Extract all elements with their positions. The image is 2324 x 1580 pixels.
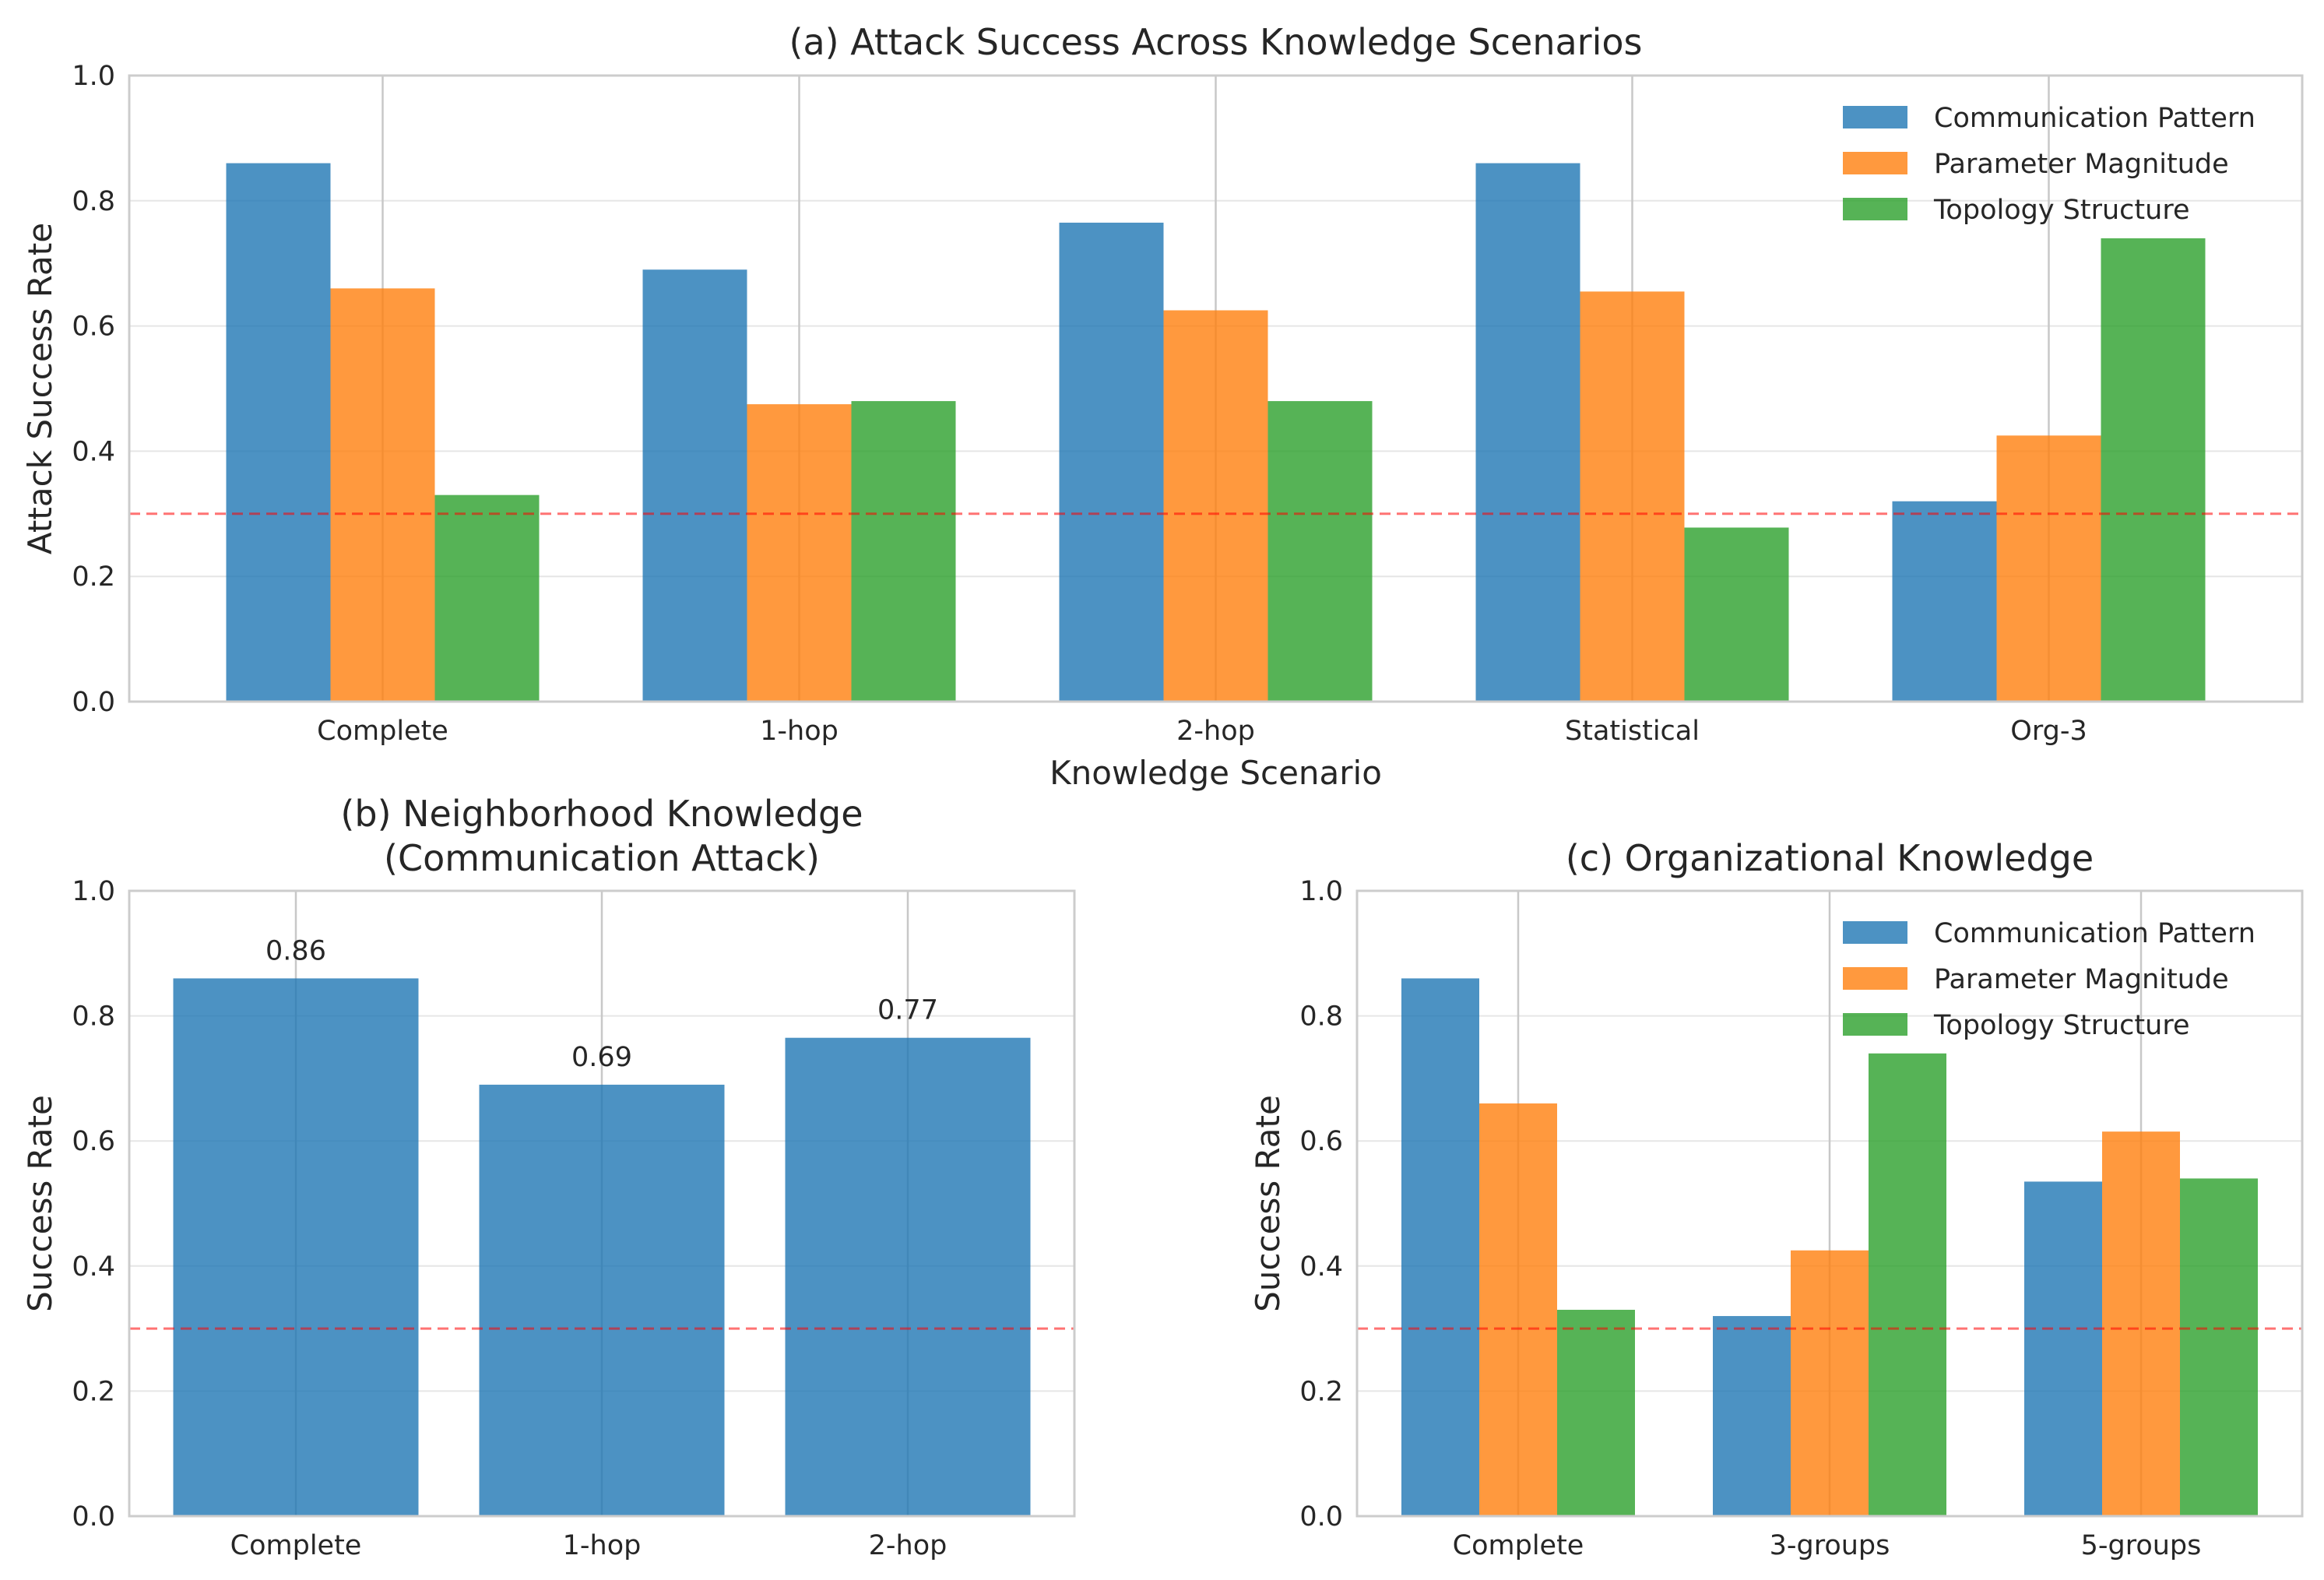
y-tick-label: 0.8 — [72, 1001, 115, 1033]
y-tick-label: 0.4 — [1299, 1251, 1343, 1283]
y-tick-label: 0.2 — [72, 561, 115, 593]
x-tick-label: Complete — [1453, 1530, 1584, 1561]
x-tick-label: Org-3 — [2010, 716, 2087, 747]
x-tick-label: Complete — [230, 1530, 362, 1561]
bar-series-complete — [173, 978, 419, 1516]
y-axis-label: Success Rate — [21, 1095, 59, 1312]
legend-label: Parameter Magnitude — [1934, 964, 2229, 995]
x-tick-label: Complete — [317, 716, 448, 747]
legend-swatch — [1843, 152, 1907, 174]
y-tick-label: 0.2 — [1299, 1376, 1343, 1407]
bar-parameter-magnitude-2-hop — [1163, 310, 1268, 702]
bar-communication-pattern-1-hop — [642, 269, 747, 702]
legend-label: Communication Pattern — [1934, 103, 2255, 134]
axes-frame — [128, 889, 1076, 1518]
legend-swatch — [1843, 921, 1907, 944]
y-tick-label: 0.6 — [72, 311, 115, 343]
legend-swatch — [1843, 198, 1907, 220]
bar-parameter-magnitude-complete — [330, 288, 435, 702]
legend: Communication Pattern Parameter Magnitude… — [1843, 918, 2255, 1041]
bar-topology-structure-3-groups — [1869, 1053, 1946, 1516]
x-tick-label: 5-groups — [2081, 1530, 2202, 1561]
y-tick-label: 1.0 — [72, 61, 115, 92]
x-tick-label: 1-hop — [563, 1530, 642, 1561]
axes-frame — [1355, 889, 2304, 1518]
bar-parameter-magnitude-5-groups — [2102, 1131, 2180, 1516]
y-tick-label: 0.8 — [72, 186, 115, 217]
x-tick-label: 3-groups — [1770, 1530, 1890, 1561]
chart-a: 0.0 0.2 0.4 0.6 0.8 1.0 Complete 1-hop 2-hop Stat… — [21, 21, 2304, 792]
y-axis-label: Attack Success Rate — [21, 223, 59, 554]
legend-label: Topology Structure — [1933, 1010, 2189, 1041]
bar-series-1-hop — [479, 1084, 725, 1516]
bar-parameter-magnitude-1-hop — [747, 404, 852, 702]
bar-topology-structure-org-3 — [2101, 238, 2206, 702]
axes-frame — [128, 74, 2304, 703]
bar-topology-structure-complete — [1557, 1310, 1635, 1516]
bar-parameter-magnitude-3-groups — [1791, 1250, 1869, 1516]
data-label: 0.77 — [877, 995, 938, 1026]
data-label: 0.69 — [571, 1042, 632, 1073]
x-tick-label: 1-hop — [760, 716, 839, 747]
data-label: 0.86 — [265, 935, 326, 966]
legend-swatch — [1843, 967, 1907, 990]
bar-topology-structure-complete — [434, 494, 540, 702]
y-tick-label: 1.0 — [72, 876, 115, 907]
y-tick-label: 0.4 — [72, 1251, 115, 1283]
bar-topology-structure-1-hop — [851, 401, 956, 702]
y-tick-label: 0.6 — [1299, 1126, 1343, 1157]
bar-parameter-magnitude-org-3 — [1996, 435, 2101, 702]
legend-label: Parameter Magnitude — [1934, 149, 2229, 180]
legend-swatch — [1843, 1013, 1907, 1036]
bar-communication-pattern-5-groups — [2024, 1181, 2102, 1516]
legend-label: Topology Structure — [1933, 195, 2189, 226]
x-tick-label: Statistical — [1565, 716, 1700, 747]
legend-swatch — [1843, 106, 1907, 128]
bar-series-2-hop — [785, 1037, 1031, 1516]
bar-communication-pattern-org-3 — [1892, 501, 1997, 702]
chart-b: 0.0 0.2 0.4 0.6 0.8 1.0 0.86 0.69 0.77 Complete 1-… — [21, 793, 1076, 1561]
bar-communication-pattern-2-hop — [1059, 222, 1164, 702]
bar-parameter-magnitude-statistical — [1580, 291, 1685, 702]
y-tick-label: 1.0 — [1299, 876, 1343, 907]
bar-communication-pattern-complete — [1401, 978, 1479, 1516]
legend-label: Communication Pattern — [1934, 918, 2255, 949]
chart-title: (a) Attack Success Across Knowledge Scen… — [789, 21, 1643, 63]
x-tick-label: 2-hop — [869, 1530, 948, 1561]
bar-topology-structure-2-hop — [1267, 401, 1373, 702]
chart-title: (b) Neighborhood Knowledge — [340, 793, 863, 835]
x-tick-label: 2-hop — [1176, 716, 1255, 747]
bar-communication-pattern-complete — [226, 163, 331, 702]
x-axis-label: Knowledge Scenario — [1049, 754, 1382, 792]
bar-communication-pattern-statistical — [1475, 163, 1580, 702]
y-tick-label: 0.0 — [72, 687, 115, 718]
y-tick-label: 0.0 — [72, 1501, 115, 1532]
chart-title: (c) Organizational Knowledge — [1566, 837, 2094, 879]
chart-c: 0.0 0.2 0.4 0.6 0.8 1.0 Complete 3-groups 5-grou… — [1249, 837, 2304, 1561]
y-tick-label: 0.0 — [1299, 1501, 1343, 1532]
y-tick-label: 0.2 — [72, 1376, 115, 1407]
bar-topology-structure-5-groups — [2180, 1178, 2258, 1516]
bar-communication-pattern-3-groups — [1713, 1316, 1791, 1516]
y-tick-label: 0.4 — [72, 436, 115, 467]
y-axis-label: Success Rate — [1249, 1095, 1287, 1312]
y-tick-label: 0.8 — [1299, 1001, 1343, 1033]
bar-parameter-magnitude-complete — [1479, 1103, 1557, 1516]
bar-topology-structure-statistical — [1684, 527, 1789, 702]
y-tick-label: 0.6 — [72, 1126, 115, 1157]
chart-title: (Communication Attack) — [384, 837, 820, 879]
legend: Communication Pattern Parameter Magnitude… — [1843, 103, 2255, 226]
